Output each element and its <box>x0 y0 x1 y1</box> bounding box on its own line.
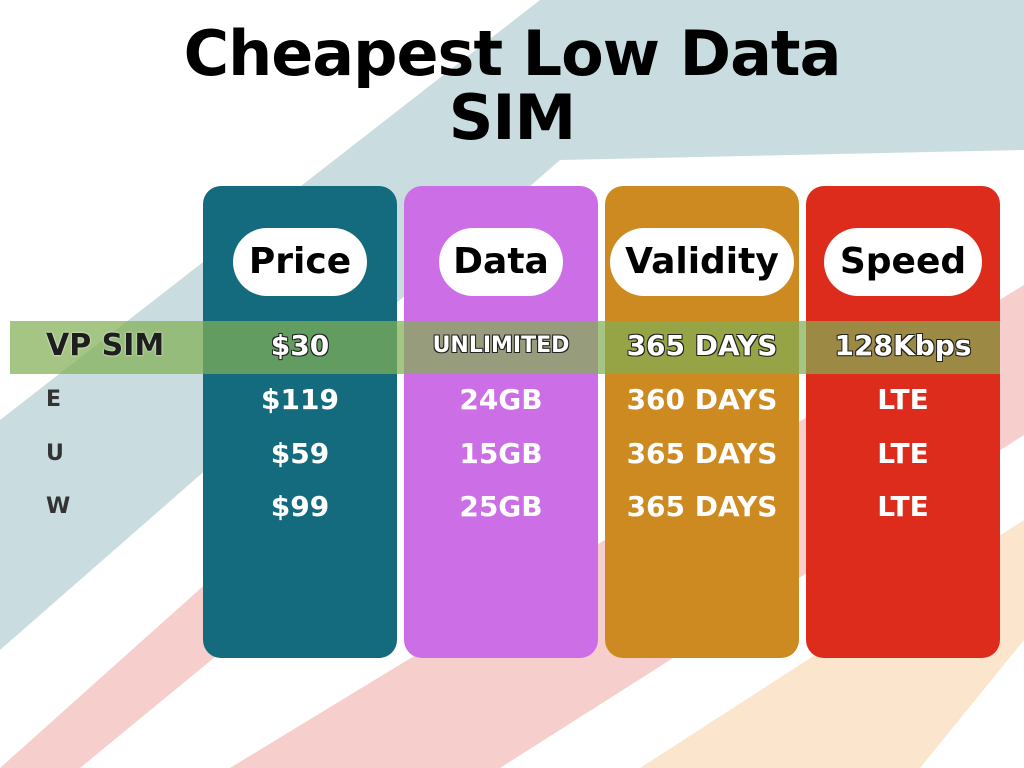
cell: UNLIMITED <box>432 333 570 358</box>
cell: 365 DAYS <box>626 437 778 470</box>
cell: 365 DAYS <box>626 490 778 523</box>
cell: LTE <box>877 490 929 523</box>
column-header: Price <box>233 228 367 296</box>
column-header: Data <box>439 228 563 296</box>
stripe <box>0 580 260 768</box>
highlight-band <box>10 321 1000 374</box>
cell: $30 <box>270 329 330 362</box>
row-label: W <box>46 494 71 519</box>
row-label: E <box>46 387 62 412</box>
cell: 15GB <box>459 437 543 470</box>
cell: 128Kbps <box>834 329 972 362</box>
cell: $99 <box>270 490 330 523</box>
column-header: Validity <box>610 228 794 296</box>
cell: 365 DAYS <box>626 329 778 362</box>
column-header: Speed <box>824 228 982 296</box>
cell: 360 DAYS <box>626 383 778 416</box>
cell: $59 <box>270 437 330 470</box>
cell: $119 <box>261 383 339 416</box>
cell: LTE <box>877 383 929 416</box>
row-label: U <box>46 441 64 466</box>
row-label: VP SIM <box>46 328 165 363</box>
cell: 25GB <box>459 490 543 523</box>
title: Cheapest Low Data SIM <box>183 17 842 154</box>
cell: LTE <box>877 437 929 470</box>
cell: 24GB <box>459 383 543 416</box>
